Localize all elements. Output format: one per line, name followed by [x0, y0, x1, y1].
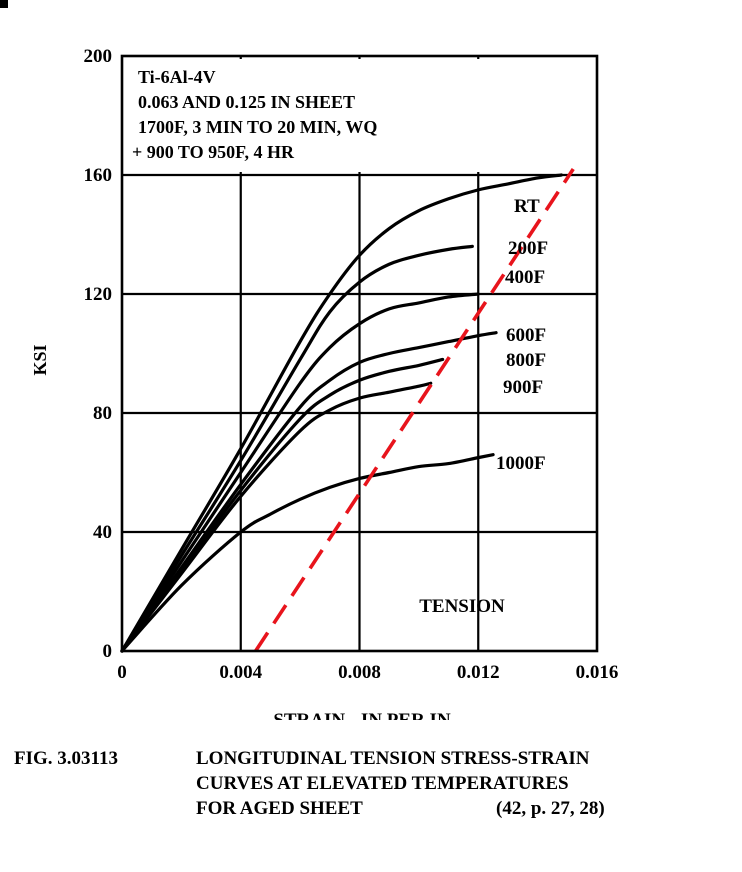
- curve-200f: [120, 244, 474, 653]
- x-tick-label: 0.016: [576, 662, 619, 683]
- labels: Ti-6Al-4V 0.063 AND 0.125 IN SHEET 1700F…: [30, 67, 505, 720]
- y-tick-label: 200: [84, 46, 113, 67]
- x-tick-label: 0.008: [338, 662, 381, 683]
- y-tick-label: 40: [93, 522, 112, 543]
- caption-text: LONGITUDINAL TENSION STRESS-STRAIN CURVE…: [196, 746, 716, 821]
- left-margin-mark: [0, 0, 8, 8]
- tension-label: TENSION: [419, 596, 505, 617]
- curve-rt: [120, 173, 563, 653]
- series-label-900f: 900F: [503, 377, 543, 398]
- stress-strain-chart: Ti-6Al-4V 0.063 AND 0.125 IN SHEET 1700F…: [30, 46, 619, 720]
- annotation-line-2: 0.063 AND 0.125 IN SHEET: [138, 92, 355, 112]
- caption-line-3-row: FOR AGED SHEET (42, p. 27, 28): [196, 796, 716, 821]
- annotation-line-3: 1700F, 3 MIN TO 20 MIN, WQ: [138, 117, 377, 137]
- figure-id: FIG. 3.03113: [14, 748, 118, 769]
- caption-reference: (42, p. 27, 28): [496, 798, 605, 819]
- tick-labels: 0 0.004 0.008 0.012 0.016 0 40 80 120 160 200: [84, 46, 619, 683]
- grid: [122, 56, 597, 651]
- series-label-rt: RT: [514, 196, 540, 217]
- annotation-line-4: + 900 TO 950F, 4 HR: [132, 142, 295, 162]
- curve-1000f: [120, 453, 495, 653]
- x-tick-label: 0.012: [457, 662, 500, 683]
- curve-600f: [120, 331, 498, 653]
- y-axis-label: KSI: [30, 344, 50, 375]
- series-label-600f: 600F: [506, 325, 546, 346]
- annotation-line-1: Ti-6Al-4V: [138, 67, 216, 87]
- curve-800f: [120, 357, 445, 653]
- offset-line-layer: [254, 168, 575, 652]
- x-tick-label: 0.004: [219, 662, 262, 683]
- y-tick-label: 0: [103, 641, 113, 662]
- offset-line: [254, 168, 575, 652]
- x-tick-label: 0: [117, 662, 127, 683]
- series-label-1000f: 1000F: [496, 453, 546, 474]
- curve-900f: [120, 381, 433, 653]
- series-label-200f: 200F: [508, 238, 548, 259]
- series-label-400f: 400F: [505, 267, 545, 288]
- curves: [120, 173, 563, 653]
- plot-border: [120, 54, 599, 653]
- series-labels: RT 200F 400F 600F 800F 900F 1000F: [496, 196, 548, 474]
- caption-line-3: FOR AGED SHEET: [196, 798, 363, 819]
- y-tick-label: 160: [84, 165, 113, 186]
- annotation-box: [125, 59, 495, 172]
- y-tick-label: 80: [93, 403, 112, 424]
- caption-line-1: LONGITUDINAL TENSION STRESS-STRAIN: [196, 748, 590, 769]
- curve-400f: [120, 292, 480, 653]
- plot-frame: [120, 54, 599, 653]
- series-label-800f: 800F: [506, 350, 546, 371]
- y-tick-label: 120: [84, 284, 113, 305]
- caption-line-2: CURVES AT ELEVATED TEMPERATURES: [196, 773, 569, 794]
- x-axis-label: STRAIN - IN PER IN: [273, 710, 451, 720]
